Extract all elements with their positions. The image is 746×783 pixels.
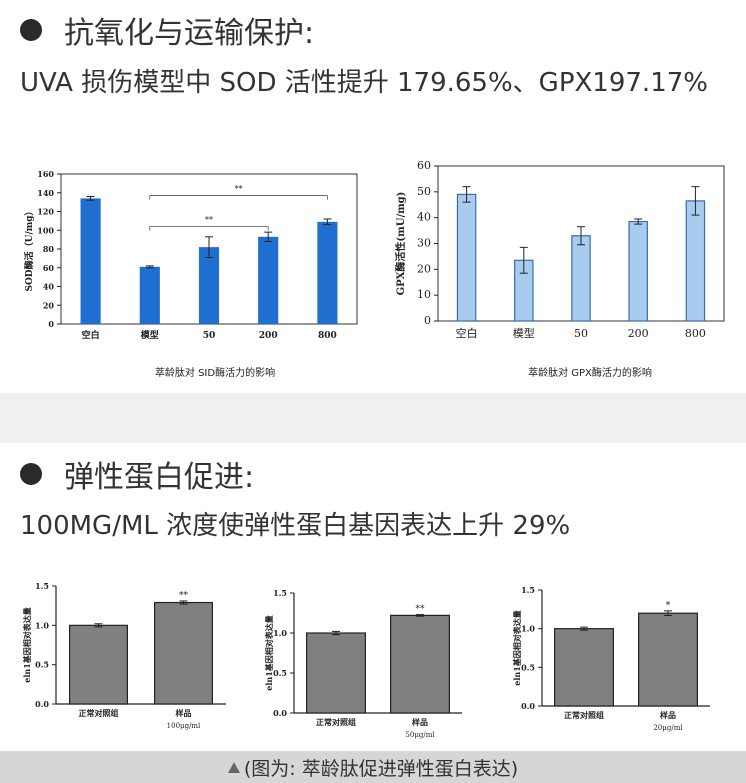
y-tick-label: 30 bbox=[417, 237, 431, 250]
bar bbox=[390, 614, 451, 714]
y-tick-label: 0.5 bbox=[35, 660, 49, 670]
y-tick-label: 0.5 bbox=[521, 662, 535, 672]
x-tick-label: 正常对照组 bbox=[564, 710, 604, 720]
y-tick-label: 20 bbox=[417, 262, 431, 275]
x-tick-label: 模型 bbox=[141, 329, 159, 341]
y-tick-label: 0.0 bbox=[273, 708, 287, 718]
section1-heading-text: 抗氧化与运输保护: bbox=[64, 16, 315, 51]
y-axis-label: SOD酶活（U/mg） bbox=[23, 206, 35, 291]
x-tick-sublabel: 100μg/ml bbox=[167, 722, 201, 730]
x-tick-label: 200 bbox=[259, 331, 278, 341]
x-tick-label: 样品 bbox=[660, 710, 676, 720]
y-axis-label: eln1基因相对表达量 bbox=[264, 615, 274, 691]
section1-subline: UVA 损伤模型中 SOD 活性提升 179.65%、GPX197.17% bbox=[20, 68, 708, 98]
x-tick-sublabel: 50μg/ml bbox=[405, 731, 435, 739]
x-tick-label: 200 bbox=[628, 327, 649, 340]
footer-caption: (图为: 萃龄肽促进弹性蛋白表达) bbox=[0, 751, 746, 783]
y-tick-label: 0.0 bbox=[35, 699, 49, 709]
y-tick-label: 0 bbox=[48, 319, 54, 329]
section-divider bbox=[0, 393, 746, 443]
gpx-chart: 0 10 20 30 40 50 60 GPX酶活性(mU/mg) 空白 模型 50 200 800 bbox=[394, 159, 725, 340]
significance-star: ** bbox=[416, 605, 426, 615]
y-tick-label: 1.5 bbox=[273, 588, 287, 598]
y-tick-label: 1.0 bbox=[273, 628, 287, 638]
bar bbox=[456, 193, 477, 322]
section2-subline: 100MG/ML 浓度使弹性蛋白基因表达上升 29% bbox=[20, 511, 571, 541]
x-tick-label: 800 bbox=[685, 327, 706, 340]
x-tick-label: 正常对照组 bbox=[316, 717, 356, 727]
y-tick-label: 100 bbox=[37, 225, 54, 235]
significance-star: * bbox=[666, 601, 671, 611]
y-tick-label: 50 bbox=[417, 185, 431, 198]
x-tick-label: 50 bbox=[574, 327, 588, 340]
y-tick-label: 40 bbox=[417, 211, 431, 224]
bar bbox=[305, 632, 366, 714]
gpx-chart-caption: 萃龄肽对 GPX酶活力的影响 bbox=[528, 368, 652, 379]
x-tick-label: 空白 bbox=[456, 326, 478, 340]
significance-label: ** bbox=[205, 216, 213, 225]
bar bbox=[685, 200, 706, 322]
bar bbox=[317, 221, 338, 324]
bullet-icon bbox=[20, 463, 42, 485]
bar bbox=[553, 628, 614, 707]
section2-heading: 弹性蛋白促进: bbox=[20, 452, 254, 496]
x-tick-label: 模型 bbox=[513, 326, 535, 340]
bar bbox=[139, 266, 160, 324]
bar bbox=[571, 235, 591, 322]
bar bbox=[154, 601, 214, 705]
bar bbox=[258, 236, 279, 324]
bar bbox=[628, 220, 648, 322]
y-axis-label: eln1基因相对表达量 bbox=[22, 607, 32, 683]
y-tick-label: 120 bbox=[37, 207, 54, 217]
y-tick-label: 140 bbox=[37, 188, 54, 198]
x-tick-label: 50 bbox=[203, 331, 216, 341]
y-tick-label: 40 bbox=[43, 282, 55, 292]
x-tick-label: 800 bbox=[318, 331, 337, 341]
bullet-icon bbox=[20, 19, 42, 41]
y-tick-label: 60 bbox=[43, 263, 55, 273]
sod-chart: 0 20 40 60 80 100 120 140 160 SOD酶活（U/mg） 空白 模型 50 20… bbox=[23, 169, 358, 341]
y-tick-label: 160 bbox=[37, 169, 54, 179]
y-tick-label: 0 bbox=[424, 314, 431, 327]
y-axis-label: GPX酶活性(mU/mg) bbox=[394, 192, 407, 296]
y-tick-label: 80 bbox=[43, 244, 55, 254]
section2-heading-text: 弹性蛋白促进: bbox=[64, 460, 255, 495]
section1-heading: 抗氧化与运输保护: bbox=[20, 8, 314, 52]
sod-chart-caption: 萃龄肽对 SID酶活力的影响 bbox=[154, 368, 276, 379]
bar bbox=[198, 247, 220, 324]
x-tick-label: 空白 bbox=[82, 329, 100, 341]
x-tick-label: 样品 bbox=[176, 708, 192, 718]
significance-label: ** bbox=[235, 185, 243, 194]
y-tick-label: 1.5 bbox=[521, 585, 535, 595]
y-tick-label: 20 bbox=[43, 300, 55, 310]
y-tick-label: 1.0 bbox=[521, 624, 535, 634]
x-tick-sublabel: 20μg/ml bbox=[653, 724, 683, 732]
significance-star: ** bbox=[179, 591, 189, 601]
bar bbox=[638, 612, 699, 707]
y-tick-label: 0.0 bbox=[521, 701, 535, 711]
y-axis-label: eln1基因相对表达量 bbox=[512, 610, 522, 686]
footer-text: (图为: 萃龄肽促进弹性蛋白表达) bbox=[243, 757, 519, 780]
y-tick-label: 10 bbox=[417, 288, 431, 301]
x-tick-label: 样品 bbox=[412, 717, 428, 727]
y-tick-label: 1.0 bbox=[35, 620, 49, 630]
x-tick-label: 正常对照组 bbox=[79, 708, 119, 718]
y-tick-label: 60 bbox=[417, 159, 431, 172]
bar bbox=[68, 624, 128, 705]
bar bbox=[80, 198, 101, 324]
y-tick-label: 0.5 bbox=[273, 668, 287, 678]
triangle-up-icon bbox=[227, 761, 240, 773]
y-tick-label: 1.5 bbox=[35, 581, 49, 591]
